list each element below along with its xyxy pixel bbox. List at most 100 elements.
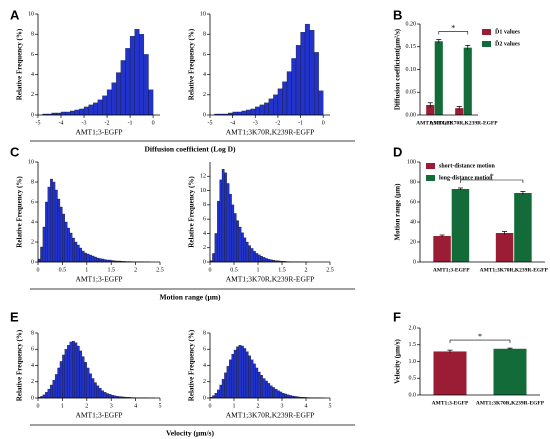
y-tick-label: 6	[203, 217, 206, 223]
histogram-bar	[84, 362, 87, 399]
histogram-bar	[54, 189, 58, 263]
histogram-bar	[106, 89, 112, 116]
histogram-bar	[265, 258, 268, 263]
histogram-bar	[309, 30, 315, 116]
histogram-bar	[96, 385, 100, 399]
x-tick-label: -4	[59, 120, 64, 126]
panel-letter: D	[393, 144, 402, 159]
bar	[426, 104, 435, 115]
error-bar	[520, 191, 526, 195]
shared-x-label: Velocity (μm/s)	[166, 429, 214, 438]
y-tick-label: 4	[203, 363, 206, 369]
y-axis-label: Relative Frequency (%)	[16, 176, 24, 248]
histogram-bar	[89, 373, 92, 399]
significance-bracket	[449, 339, 511, 344]
histogram-bar	[253, 251, 256, 263]
histogram-bar	[101, 258, 105, 263]
x-tick-label: AMT1;3-EGFP	[432, 400, 469, 406]
histogram-bar	[282, 81, 288, 116]
y-tick-label: 0.15	[406, 44, 417, 50]
y-tick-label: 40	[410, 219, 416, 225]
y-axis-label: Relative Frequency (%)	[188, 28, 196, 100]
histogram-bar	[81, 356, 85, 399]
histogram-bar	[116, 72, 122, 116]
significance-bracket	[438, 31, 469, 35]
legend-swatch	[426, 163, 435, 169]
histogram-bar	[241, 345, 244, 399]
shared-x-label: Diffusion coefficient (Log D)	[144, 145, 236, 154]
histogram-bar	[229, 193, 232, 263]
histogram-bar	[231, 204, 235, 263]
histogram-bar	[86, 367, 90, 399]
y-tick-label: 4	[31, 72, 34, 78]
x-tick-label: 0	[209, 403, 212, 409]
histogram-bar	[253, 363, 256, 399]
histogram-bar	[232, 111, 238, 116]
histogram-bar	[250, 359, 254, 399]
y-tick-label: 8	[31, 32, 34, 38]
histogram-bar	[219, 179, 223, 263]
histogram-bar	[295, 45, 301, 116]
histogram-bar	[237, 111, 242, 116]
x-tick-label: 1	[61, 403, 64, 409]
x-tick-label: 2	[85, 403, 88, 409]
histogram-bar	[221, 379, 225, 399]
histogram-bar	[273, 94, 279, 116]
histogram-bar	[233, 349, 237, 399]
x-tick-label: AMT1;3K70R,K239R-EGFP	[429, 120, 498, 126]
histogram-bar	[52, 379, 56, 399]
y-tick-label: 1.5	[409, 342, 417, 348]
x-tick-label: -4	[230, 120, 235, 126]
x-tick-label: 5	[159, 403, 162, 409]
y-tick-label: 6	[203, 52, 206, 58]
histogram-bar	[50, 178, 53, 263]
error-bar	[447, 349, 453, 353]
x-tick-label: 1	[257, 267, 260, 273]
x-tick-label: AMT1;3-EGFP	[416, 120, 453, 126]
histogram-bar	[272, 387, 275, 399]
histogram-bar	[103, 392, 107, 399]
y-tick-label: 6	[31, 199, 34, 205]
histogram-bar	[98, 258, 102, 263]
y-tick-label: 10	[200, 11, 206, 17]
histogram-bar	[59, 206, 63, 263]
histogram-bar	[257, 254, 261, 263]
panel-letter: A	[10, 7, 20, 22]
histogram-bar	[279, 391, 283, 399]
significance-label: *	[478, 332, 482, 341]
histogram-bar	[260, 375, 263, 399]
error-bar	[502, 231, 508, 235]
histogram-bar	[74, 241, 78, 263]
y-tick-label: 2.0	[409, 325, 417, 331]
error-bar	[439, 234, 445, 237]
x-tick-label: -3	[253, 120, 258, 126]
histogram-bar	[269, 385, 273, 399]
x-axis-label: AMT1;3K70R,K239R-EGFP	[226, 411, 315, 420]
bar	[433, 236, 451, 262]
histogram-bar	[72, 237, 75, 263]
histogram-bar	[91, 378, 95, 399]
y-axis-label: Diffusion coefficient(μm²/s)	[394, 28, 402, 110]
histogram-bar	[91, 255, 95, 263]
histogram-bar	[217, 201, 220, 263]
histogram-bar	[248, 355, 251, 399]
bar	[433, 351, 467, 395]
histogram-bar	[47, 388, 51, 399]
x-tick-label: AMT1;3K70R,K239R-EGFP	[476, 400, 545, 406]
x-axis-label: AMT1;3-EGFP	[75, 275, 122, 284]
x-tick-label: -2	[275, 120, 280, 126]
histogram-bar	[83, 106, 89, 116]
y-tick-label: 20	[410, 239, 416, 245]
histogram-bar	[243, 348, 247, 399]
y-tick-label: 0.20	[406, 21, 417, 27]
y-tick-label: 0.0	[409, 392, 417, 398]
histogram-bar	[236, 346, 239, 399]
histogram-bar	[42, 226, 46, 263]
histogram-bar	[255, 253, 259, 263]
x-tick-label: 5	[329, 403, 332, 409]
y-tick-label: 8	[203, 202, 206, 208]
y-axis-label: Velocity (μm/s)	[394, 338, 402, 383]
histogram-bar	[93, 382, 97, 399]
y-tick-label: 6	[31, 347, 34, 353]
histogram-bar	[219, 384, 223, 399]
